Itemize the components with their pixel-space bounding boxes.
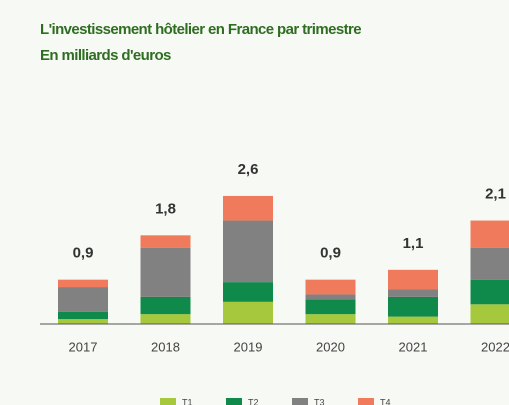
legend-swatch xyxy=(292,398,308,405)
bar-segment xyxy=(305,279,356,295)
x-tick-label: 2021 xyxy=(399,339,428,354)
bar-segment xyxy=(388,269,438,290)
legend-label: T3 xyxy=(314,397,325,405)
legend-swatch xyxy=(226,398,242,405)
bar-segment xyxy=(58,311,108,320)
total-label: 2,1 xyxy=(485,186,506,203)
bar-segment xyxy=(305,299,356,315)
bar-segment xyxy=(223,282,273,302)
bar-segment xyxy=(223,195,273,221)
total-label: 0,9 xyxy=(320,245,341,262)
bar-segment xyxy=(58,319,108,324)
x-tick-label: 2022 xyxy=(481,339,509,354)
legend-label: T1 xyxy=(182,397,193,405)
bar-segment xyxy=(58,279,108,288)
bar-segment xyxy=(305,294,356,300)
chart-title: L'investissement hôtelier en France par … xyxy=(40,21,361,38)
total-label: 0,9 xyxy=(73,245,94,262)
bar-segment xyxy=(388,289,438,297)
bar-segment xyxy=(470,247,509,280)
bar-segment xyxy=(305,314,356,324)
bar-segment xyxy=(470,304,509,324)
bar-segment xyxy=(223,220,273,283)
bar-segment xyxy=(470,279,509,305)
bar-segment xyxy=(388,316,438,324)
bar-segment xyxy=(140,235,191,248)
x-tick-label: 2020 xyxy=(316,339,345,354)
legend-swatch xyxy=(358,398,374,405)
chart-subtitle: En milliards d'euros xyxy=(40,47,171,64)
bar-segment xyxy=(140,296,191,315)
bar-segment xyxy=(140,314,191,324)
bar-segment xyxy=(470,220,509,248)
bar-segment xyxy=(223,301,273,324)
legend-label: T2 xyxy=(248,397,259,405)
x-tick-label: 2017 xyxy=(69,339,98,354)
x-tick-label: 2019 xyxy=(234,339,263,354)
total-label: 1,1 xyxy=(403,235,424,252)
bar-segment xyxy=(140,247,191,297)
x-tick-label: 2018 xyxy=(151,339,180,354)
bar-segment xyxy=(58,287,108,312)
bar-segment xyxy=(388,296,438,317)
legend-swatch xyxy=(160,398,176,405)
total-label: 2,6 xyxy=(238,161,259,178)
total-label: 1,8 xyxy=(155,200,176,217)
legend-label: T4 xyxy=(380,397,391,405)
